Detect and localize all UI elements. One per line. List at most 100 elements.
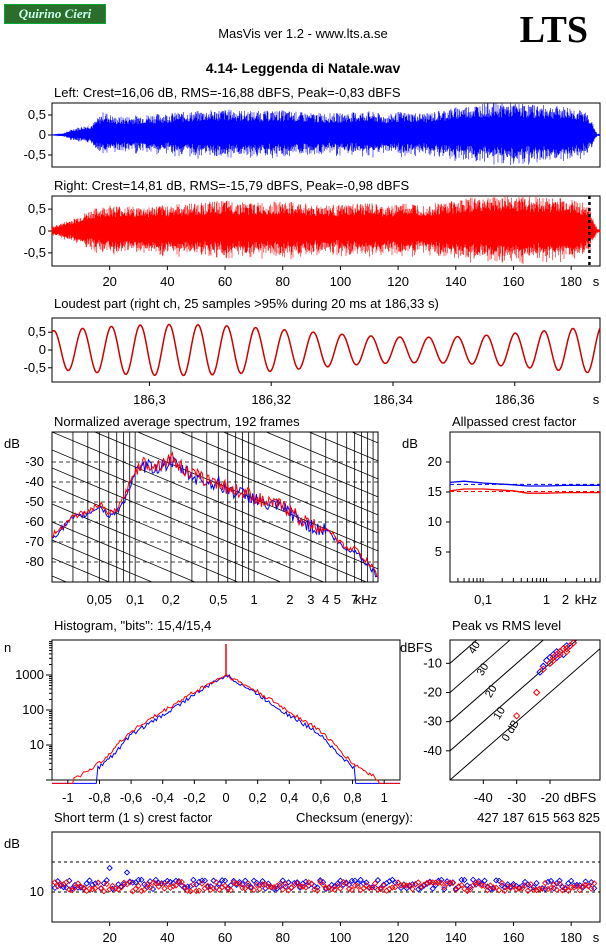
histogram-ylabel: n bbox=[4, 640, 11, 655]
spectrum-title: Normalized average spectrum, 192 frames bbox=[54, 414, 300, 429]
short-crest-point-L bbox=[152, 876, 159, 883]
short-crest-point-R bbox=[458, 881, 465, 889]
short-crest-point-L bbox=[550, 885, 557, 892]
short-crest-point-R bbox=[190, 881, 197, 888]
short-crest-point-R bbox=[158, 880, 165, 887]
short-crest-point-R bbox=[403, 882, 410, 889]
spectrum-slope-line bbox=[308, 432, 378, 462]
crest-line-label: 10 bbox=[491, 705, 508, 722]
crest-line-label: 20 bbox=[483, 683, 500, 700]
right_waveform-ytick-label: 0,5 bbox=[28, 201, 46, 216]
short-crest-point-R bbox=[415, 879, 422, 886]
short-crest-point-L bbox=[544, 878, 552, 886]
short-crest-point-R bbox=[294, 880, 301, 887]
short-crest-point-R bbox=[366, 885, 373, 892]
short-crest-point-R bbox=[394, 879, 402, 886]
peak-rms-point-R bbox=[549, 656, 558, 665]
spectrum-ylabel: dB bbox=[4, 436, 20, 451]
short-crest-point-L bbox=[253, 879, 260, 886]
allpassed-ytick-label: 20 bbox=[428, 454, 442, 469]
short-crest-point-R bbox=[305, 879, 312, 886]
short-crest-point-R bbox=[141, 886, 148, 893]
right_waveform-title: Right: Crest=14,81 dB, RMS=-15,79 dBFS, … bbox=[54, 178, 409, 193]
short-crest-point-R bbox=[510, 882, 517, 890]
spectrum-series-R bbox=[51, 450, 379, 578]
allpassed-ytick-label: 15 bbox=[428, 484, 442, 499]
peak-rms-ytick-label: -40 bbox=[423, 743, 442, 758]
histogram-xtick-label: -0,8 bbox=[88, 790, 110, 805]
short-crest-point-R bbox=[170, 883, 177, 890]
allpassed-frame bbox=[449, 431, 601, 583]
left_waveform-ytick-label: -0,5 bbox=[24, 147, 46, 162]
short-crest-point-R bbox=[576, 887, 583, 894]
short-crest-point-R bbox=[146, 884, 154, 891]
crest-line bbox=[450, 640, 545, 723]
short-crest-point-L bbox=[397, 884, 405, 892]
short-crest-xtick-label: 140 bbox=[445, 930, 467, 945]
short-crest-point-R bbox=[553, 886, 560, 894]
peak-rms-frame bbox=[449, 639, 601, 781]
short-crest-point-R bbox=[262, 881, 269, 888]
short-crest-point-L bbox=[247, 883, 255, 891]
short-crest-point-R bbox=[219, 884, 226, 891]
spectrum-slope-line bbox=[52, 666, 378, 803]
right_waveform-ytick-label: 0 bbox=[39, 223, 46, 238]
spectrum-xtick-label: 3 bbox=[307, 592, 314, 607]
allpassed-xtick-label: 2 bbox=[562, 592, 569, 607]
short-crest-point-R bbox=[325, 884, 333, 891]
peak-rms-ytick-label: -10 bbox=[423, 655, 442, 670]
histogram-ytick-label: 1000 bbox=[15, 667, 44, 682]
short-crest-point-L bbox=[334, 880, 341, 887]
spectrum-slope-line bbox=[52, 539, 154, 582]
spectrum-slope-line bbox=[52, 521, 196, 582]
short-crest-point-L bbox=[478, 880, 485, 888]
short-crest-point-R bbox=[559, 887, 566, 894]
short-crest-point-R bbox=[343, 880, 350, 887]
short-crest-point-R bbox=[501, 887, 508, 894]
short-crest-xtick-label: 120 bbox=[387, 930, 409, 945]
short-crest-point-L bbox=[547, 877, 555, 885]
short-crest-point-R bbox=[533, 887, 540, 894]
spectrum-xtick-label: 5 bbox=[334, 592, 341, 607]
short-crest-point-L bbox=[438, 876, 445, 883]
short-crest-point-R bbox=[178, 878, 185, 886]
crest-line bbox=[450, 640, 511, 694]
spectrum-ytick-label: -40 bbox=[25, 474, 44, 489]
file-title: 4.14- Leggenda di Natale.wav bbox=[205, 60, 401, 76]
short-crest-point-R bbox=[250, 886, 258, 894]
allpassed-ytick-label: 10 bbox=[428, 514, 442, 529]
short-crest-point-R bbox=[256, 885, 263, 893]
short-crest-point-R bbox=[397, 882, 405, 889]
allpassed-series-L bbox=[449, 480, 600, 487]
peak-rms-xtick-label: -20 bbox=[541, 790, 560, 805]
histogram-xtick-label: 0,6 bbox=[312, 790, 330, 805]
spectrum-xtick-label: 2 bbox=[286, 592, 293, 607]
peak-rms-point-L bbox=[542, 656, 551, 665]
short-crest-point-L bbox=[435, 877, 442, 884]
short-crest-point-R bbox=[481, 882, 488, 890]
short-crest-point-L bbox=[146, 878, 154, 885]
peak-rms-xtick-label: -40 bbox=[474, 790, 493, 805]
spectrum-slope-line bbox=[136, 432, 378, 534]
spectrum-xtick-label: 4 bbox=[322, 592, 329, 607]
short-crest-point-R bbox=[469, 882, 477, 889]
allpassed-ytick-label: 5 bbox=[435, 544, 442, 559]
short-crest-xunit: s bbox=[593, 930, 600, 945]
quirino-cieri-badge: Quirino Cieri bbox=[4, 4, 106, 24]
short-crest-point-R bbox=[585, 882, 592, 889]
right_waveform-xtick-label: 140 bbox=[445, 274, 467, 289]
loudest-part-xtick-label: 186,32 bbox=[251, 392, 291, 407]
short-crest-point-R bbox=[319, 881, 327, 888]
short-crest-point-L bbox=[556, 877, 563, 884]
short-crest-point-R bbox=[518, 885, 526, 892]
short-crest-point-R bbox=[152, 880, 159, 887]
short-crest-point-L bbox=[374, 876, 382, 884]
short-crest-point-R bbox=[337, 885, 344, 892]
short-crest-point-R bbox=[527, 881, 534, 888]
short-crest-point-R bbox=[213, 879, 220, 886]
short-crest-point-L bbox=[66, 877, 73, 884]
spectrum-xtick-label: 0,1 bbox=[126, 592, 144, 607]
short-crest-point-R bbox=[89, 886, 96, 893]
short-crest-point-R bbox=[135, 882, 142, 890]
short-crest-point-R bbox=[276, 880, 283, 887]
